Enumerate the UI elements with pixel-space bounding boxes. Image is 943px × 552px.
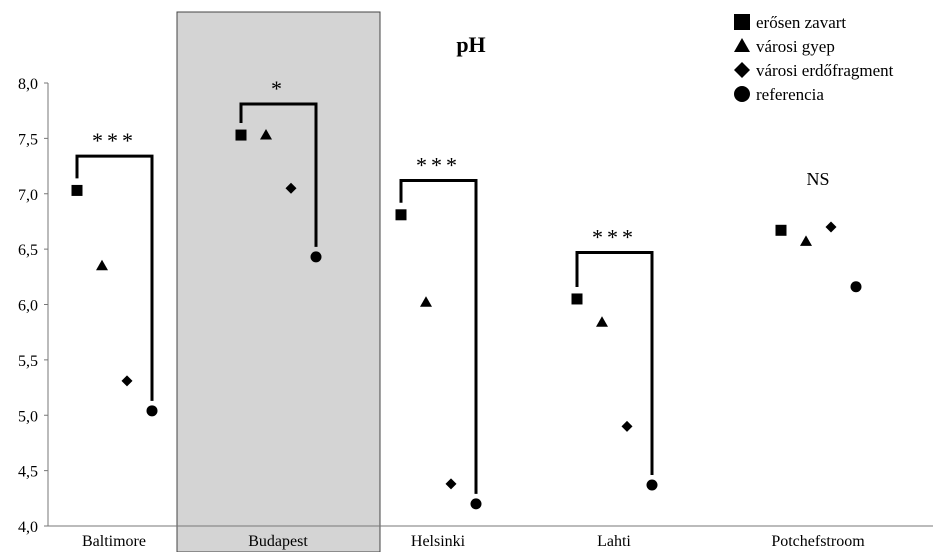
significance-bracket	[399, 178, 478, 494]
data-point-triangle	[800, 235, 812, 246]
data-point-diamond	[621, 420, 633, 432]
x-tick-label: Lahti	[597, 533, 631, 550]
data-point-square	[235, 129, 247, 141]
y-tick-label: 5,5	[18, 353, 38, 370]
data-point-square	[775, 224, 787, 236]
data-point-square	[571, 293, 583, 305]
data-point-circle	[310, 251, 322, 263]
legend-label: városi erdőfragment	[756, 61, 894, 80]
y-tick-label: 7,5	[18, 131, 38, 148]
axes: 4,0 4,5 5,0 5,5 6,0 6,5 7,0 7,5 8,0 Baltimore Buda…	[18, 76, 933, 550]
x-tick-label: Budapest	[248, 533, 308, 550]
x-tick-label: Baltimore	[82, 533, 146, 550]
legend-label: referencia	[756, 85, 824, 104]
data-point-diamond	[285, 182, 297, 194]
data-points	[71, 129, 862, 510]
y-tick-label: 5,0	[18, 408, 38, 425]
significance-brackets: **********NS	[75, 76, 830, 494]
data-point-square	[71, 184, 83, 196]
y-tick-label: 8,0	[18, 76, 38, 93]
legend-marker-triangle	[734, 38, 750, 52]
data-point-circle	[646, 479, 658, 491]
data-point-square	[395, 209, 407, 221]
data-point-triangle	[420, 296, 432, 307]
y-tick-label: 6,5	[18, 242, 38, 259]
significance-label: ***	[416, 152, 461, 177]
x-tick-label: Helsinki	[411, 533, 466, 550]
data-point-diamond	[121, 375, 133, 387]
highlight-band-budapest	[176, 11, 381, 552]
legend-marker-diamond	[734, 62, 750, 78]
significance-label: ***	[92, 128, 137, 153]
significance-bracket	[239, 102, 318, 247]
data-point-circle	[470, 498, 482, 510]
y-tick-label: 4,0	[18, 519, 38, 536]
significance-bracket	[575, 250, 654, 476]
x-tick-label: Potchefstroom	[771, 533, 865, 550]
data-point-triangle	[260, 129, 272, 140]
data-point-diamond	[825, 221, 837, 233]
significance-label-ns: NS	[806, 169, 829, 189]
significance-bracket	[75, 154, 154, 401]
legend: erősen zavart városi gyep városi erdőfragm…	[734, 13, 894, 104]
y-tick-label: 7,0	[18, 187, 38, 204]
data-point-diamond	[445, 478, 457, 490]
y-tick-label: 4,5	[18, 464, 38, 481]
data-point-triangle	[96, 259, 108, 271]
data-point-triangle	[596, 316, 608, 327]
significance-label: ***	[592, 224, 637, 249]
legend-marker-square	[734, 14, 750, 30]
chart-title: pH	[456, 32, 485, 57]
legend-label: erősen zavart	[756, 13, 846, 32]
significance-label: *	[271, 76, 286, 101]
legend-marker-circle	[734, 86, 750, 102]
data-point-circle	[146, 405, 158, 417]
y-tick-label: 6,0	[18, 298, 38, 315]
legend-label: városi gyep	[756, 37, 835, 56]
data-point-circle	[850, 281, 862, 293]
